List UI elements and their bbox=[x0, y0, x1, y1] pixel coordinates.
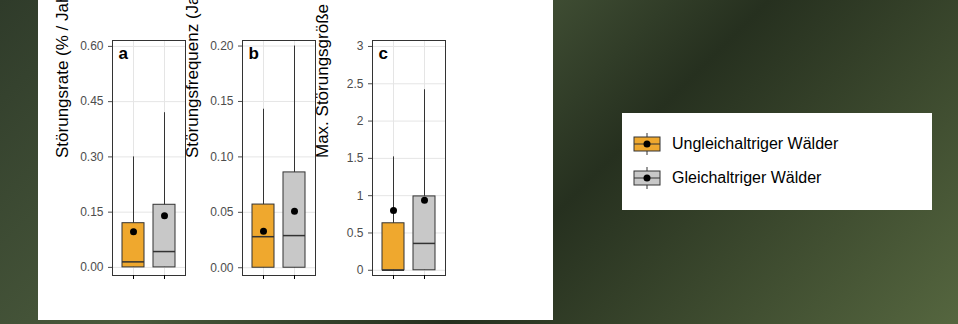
svg-text:b: b bbox=[249, 44, 259, 63]
svg-text:Störungsfrequenz (Jahr⁻¹): Störungsfrequenz (Jahr⁻¹) bbox=[183, 0, 202, 158]
svg-text:3: 3 bbox=[357, 39, 364, 53]
svg-text:0.60: 0.60 bbox=[80, 39, 104, 53]
svg-text:0.45: 0.45 bbox=[80, 94, 104, 108]
svg-text:c: c bbox=[379, 44, 388, 63]
svg-text:0: 0 bbox=[357, 263, 364, 277]
svg-text:0.20: 0.20 bbox=[210, 39, 234, 53]
svg-text:0.05: 0.05 bbox=[210, 205, 234, 219]
svg-text:0.00: 0.00 bbox=[210, 261, 234, 275]
svg-text:0.15: 0.15 bbox=[210, 94, 234, 108]
svg-text:0.30: 0.30 bbox=[80, 150, 104, 164]
html-text:Gleichaltriger Wälder: Gleichaltriger Wälder bbox=[672, 169, 822, 186]
svg-text:1: 1 bbox=[357, 189, 364, 203]
svg-text:0.10: 0.10 bbox=[210, 150, 234, 164]
svg-text:Störungsrate (% / Jahr): Störungsrate (% / Jahr) bbox=[53, 0, 72, 158]
svg-text:0.5: 0.5 bbox=[347, 226, 364, 240]
svg-text:0.15: 0.15 bbox=[80, 205, 104, 219]
html-text:Ungleichaltriger Wälder: Ungleichaltriger Wälder bbox=[672, 135, 839, 152]
svg-text:2: 2 bbox=[357, 114, 364, 128]
svg-text:0.00: 0.00 bbox=[80, 260, 104, 274]
svg-text:Max. Störungsgröße (ha): Max. Störungsgröße (ha) bbox=[313, 0, 332, 158]
svg-text:a: a bbox=[119, 44, 129, 63]
svg-text:2.5: 2.5 bbox=[347, 77, 364, 91]
svg-text:1.5: 1.5 bbox=[347, 151, 364, 165]
